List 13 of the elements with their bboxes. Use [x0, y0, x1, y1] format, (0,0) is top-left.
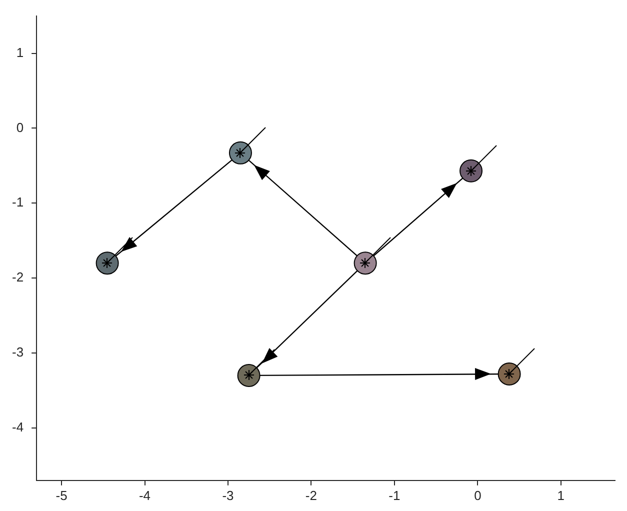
- y-tick-label: -2: [12, 270, 24, 285]
- y-tick-label: 1: [16, 44, 24, 60]
- y-tick-label: 0: [16, 120, 24, 135]
- x-tick-label: 0: [474, 488, 482, 503]
- x-tick-label: -4: [138, 488, 151, 503]
- x-tick-label: -1: [388, 488, 400, 503]
- x-tick-label: 1: [557, 488, 565, 503]
- y-tick-label: -3: [12, 344, 24, 360]
- y-tick-label: -1: [12, 194, 24, 210]
- x-tick-label: -2: [305, 488, 317, 503]
- y-tick-label: -4: [12, 420, 24, 435]
- x-tick-label: -3: [222, 488, 234, 503]
- x-tick-label: -5: [56, 488, 68, 503]
